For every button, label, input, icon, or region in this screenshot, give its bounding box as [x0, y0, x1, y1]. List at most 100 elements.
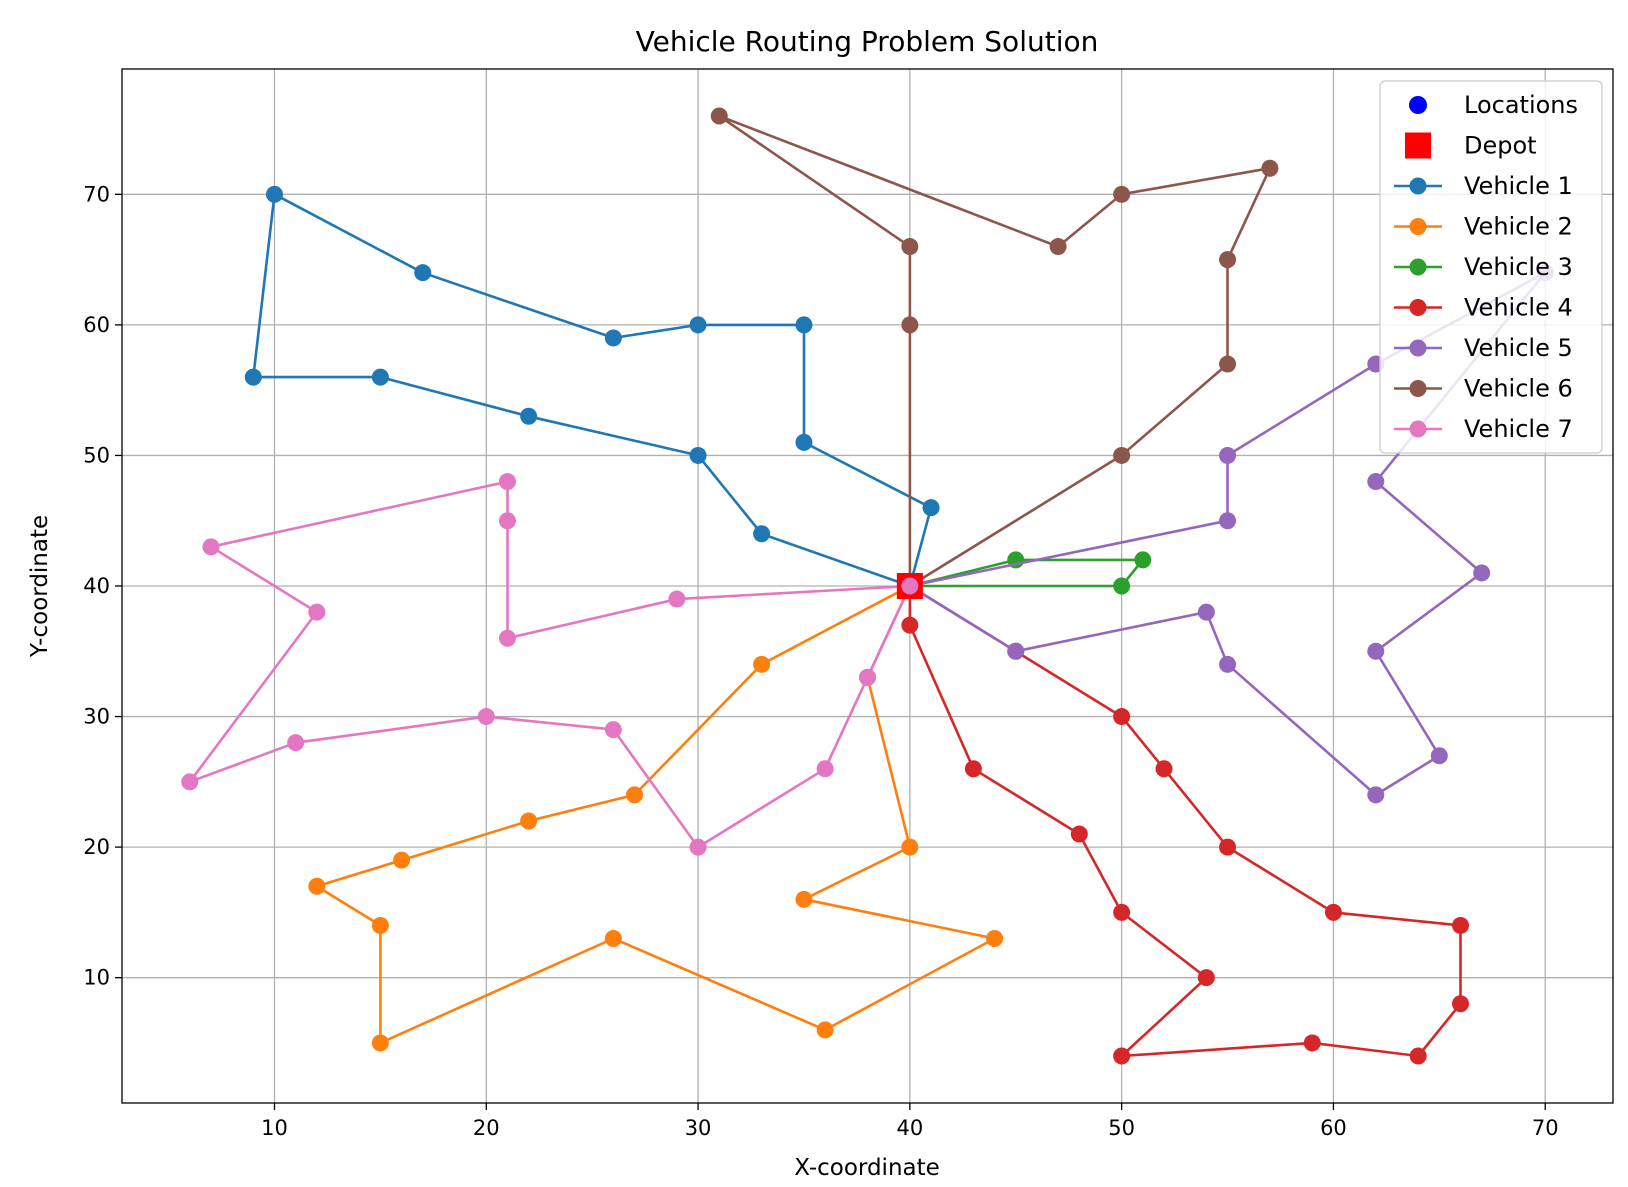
series-vehicle-2: [308, 577, 1004, 1052]
route-point: [265, 185, 283, 203]
route-point: [1303, 1034, 1321, 1052]
legend-label: Vehicle 3: [1464, 253, 1573, 281]
route-point: [859, 668, 876, 686]
legend-box: [1379, 80, 1603, 454]
route-point: [1155, 760, 1173, 778]
y-tick-label: 30: [83, 705, 110, 729]
y-tick-label: 20: [83, 835, 110, 859]
route-point: [371, 368, 389, 386]
route-point: [901, 238, 919, 256]
route-line: [252, 193, 933, 588]
route-point: [308, 877, 326, 895]
route-point: [1070, 825, 1088, 843]
route-line: [315, 584, 996, 1045]
route-point: [1261, 159, 1279, 177]
legend-item-vehicle-7: Vehicle 7: [1394, 415, 1573, 443]
route-point: [520, 407, 538, 425]
route-point: [371, 916, 389, 934]
route-point: [604, 329, 622, 347]
route-point: [1452, 916, 1470, 934]
route-line: [188, 480, 912, 849]
route-point: [1473, 564, 1491, 582]
route-point: [1219, 251, 1237, 269]
y-axis-label: Y-coordinate: [27, 515, 53, 658]
route-point: [520, 812, 538, 830]
x-tick-label: 40: [896, 1116, 923, 1140]
route-point: [1219, 355, 1237, 373]
depot-layer: [896, 573, 923, 599]
route-point: [1113, 708, 1131, 726]
legend-label: Vehicle 6: [1464, 375, 1573, 403]
legend-item-vehicle-2: Vehicle 2: [1394, 213, 1573, 241]
route-point: [1367, 642, 1385, 660]
route-point: [1197, 603, 1215, 621]
y-tick-label: 70: [83, 182, 110, 206]
legend-item-vehicle-3: Vehicle 3: [1394, 253, 1573, 281]
legend: Locations Depot Vehicle 1 Vehicle 2 Vehicle …: [1379, 80, 1603, 454]
route-point: [414, 264, 432, 282]
route-point: [1049, 238, 1067, 256]
route-point: [1113, 577, 1131, 595]
route-point: [816, 760, 834, 778]
route-point: [986, 930, 1004, 947]
series-vehicle-1: [244, 185, 940, 595]
series-vehicle-7: [181, 473, 919, 856]
route-point: [710, 107, 728, 125]
legend-marker: [1409, 380, 1427, 397]
route-point: [1113, 1047, 1131, 1065]
route-point: [1367, 473, 1385, 491]
route-point: [287, 734, 305, 752]
route-point: [1367, 786, 1385, 804]
route-point: [244, 368, 262, 386]
y-tick-label: 50: [83, 443, 110, 467]
x-tick-label: 20: [473, 1116, 500, 1140]
route-point: [393, 851, 411, 869]
route-point: [308, 603, 326, 621]
legend-marker: [1409, 177, 1427, 195]
route-point: [795, 890, 813, 908]
route-line: [909, 271, 1547, 797]
x-tick-label: 50: [1108, 1116, 1135, 1140]
route-point: [1219, 655, 1237, 673]
route-point: [901, 316, 919, 334]
route-point: [816, 1021, 834, 1039]
route-point: [626, 786, 644, 804]
route-point: [1113, 446, 1131, 464]
series-vehicle-3: [901, 551, 1152, 595]
legend-item-locations: Locations: [1409, 91, 1578, 119]
route-point: [1113, 185, 1131, 203]
legend-marker: [1409, 299, 1427, 316]
legend-label: Vehicle 5: [1464, 334, 1573, 362]
legend-marker-depot: [1405, 132, 1431, 159]
legend-label: Vehicle 4: [1464, 294, 1573, 322]
legend-item-depot: Depot: [1405, 132, 1537, 160]
legend-item-vehicle-6: Vehicle 6: [1394, 375, 1573, 403]
route-point: [498, 512, 516, 530]
legend-item-vehicle-4: Vehicle 4: [1394, 294, 1573, 322]
route-point: [689, 316, 707, 334]
route-point: [371, 1034, 389, 1052]
legend-marker-locations: [1409, 96, 1427, 114]
route-point: [181, 773, 199, 791]
route-point: [668, 590, 686, 608]
route-point: [689, 446, 707, 464]
route-point: [753, 525, 771, 543]
chart-title: Vehicle Routing Problem Solution: [636, 25, 1099, 58]
axis-ticks: 10 20 30 40 50 60 70 10 20 30 40 50 60 70: [83, 182, 1558, 1140]
series-vehicle-6: [710, 107, 1279, 595]
route-point: [753, 655, 771, 673]
route-point: [922, 499, 940, 517]
route-point: [604, 930, 622, 947]
depot-overlay-point: [901, 577, 919, 595]
legend-label: Locations: [1464, 91, 1578, 119]
y-tick-label: 40: [83, 574, 110, 598]
legend-label: Vehicle 1: [1464, 172, 1573, 200]
legend-label: Vehicle 2: [1464, 213, 1573, 241]
route-point: [1219, 512, 1237, 530]
x-tick-label: 70: [1532, 1116, 1559, 1140]
route-point: [795, 433, 813, 451]
route-point: [1219, 446, 1237, 464]
legend-item-vehicle-5: Vehicle 5: [1394, 334, 1573, 362]
route-point: [1219, 838, 1237, 856]
